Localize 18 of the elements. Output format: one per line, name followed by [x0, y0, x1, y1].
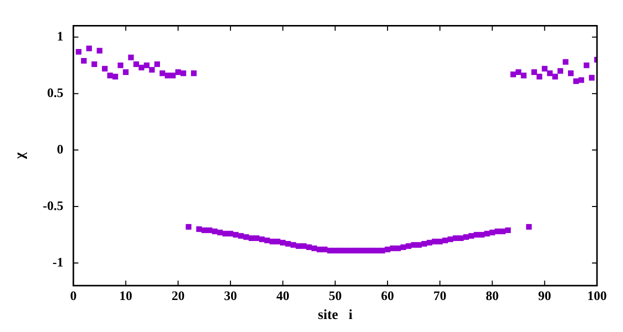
x-tick-label: 70 — [433, 288, 446, 303]
y-tick-label: 0 — [56, 141, 64, 156]
y-tick-label: 0.5 — [47, 84, 64, 100]
x-tick-label: 40 — [276, 288, 290, 303]
y-tick-label: 1 — [56, 28, 64, 44]
x-tick-label: 90 — [538, 288, 552, 303]
x-tick-label: 50 — [328, 288, 342, 303]
x-tick-label: 100 — [587, 288, 607, 303]
y-axis-title: χ — [13, 152, 28, 160]
x-tick-label: 60 — [381, 288, 394, 303]
x-tick-label: 0 — [70, 288, 77, 303]
y-tick-label: -1 — [52, 254, 64, 270]
x-tick-label: 30 — [224, 288, 237, 303]
x-tick-label: 10 — [119, 288, 132, 303]
y-tick-label: -0.5 — [42, 198, 64, 213]
x-tick-label: 80 — [486, 288, 499, 303]
x-tick-label: 20 — [172, 288, 185, 303]
x-axis-title: site i — [318, 308, 353, 324]
